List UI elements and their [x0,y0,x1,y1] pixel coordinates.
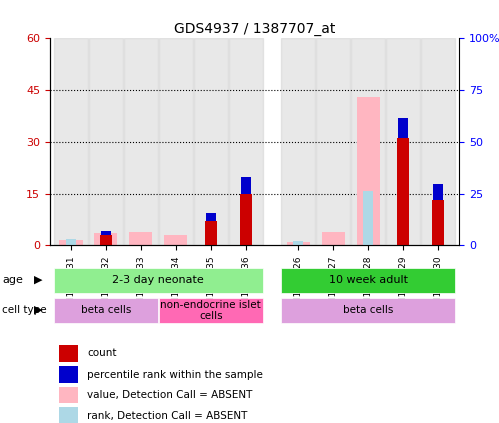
Bar [316,38,350,245]
Bar [205,221,217,245]
Text: ▶: ▶ [34,275,42,285]
Bar [286,242,310,245]
Bar [293,241,303,245]
Bar [159,297,263,324]
Text: age: age [2,275,23,285]
Bar [321,231,345,245]
Text: cell type: cell type [2,305,47,315]
Title: GDS4937 / 1387707_at: GDS4937 / 1387707_at [174,22,335,36]
Bar [54,297,158,324]
Bar [281,268,455,293]
Bar [240,194,252,245]
Bar [59,240,82,245]
Text: beta cells: beta cells [81,305,131,316]
Bar [194,38,228,245]
Bar [206,213,216,221]
Text: percentile rank within the sample: percentile rank within the sample [87,370,263,379]
Text: beta cells: beta cells [343,305,393,316]
Bar [89,38,123,245]
Bar [59,366,78,383]
Bar [164,235,188,245]
Bar [101,231,111,235]
Text: count: count [87,348,117,358]
Text: 2-3 day neonate: 2-3 day neonate [112,275,204,285]
Bar [281,38,315,245]
Bar [433,184,443,201]
Bar [397,138,409,245]
Bar [59,407,78,423]
Bar [159,38,193,245]
Bar [363,192,373,245]
Bar [281,297,455,324]
Bar [129,231,153,245]
Bar [432,201,444,245]
Bar [433,216,443,245]
Bar [356,97,380,245]
Bar [59,387,78,404]
Bar [54,38,88,245]
Bar [421,38,455,245]
Text: ▶: ▶ [34,305,42,315]
Bar [124,38,158,245]
Bar [241,177,250,194]
Bar [229,38,263,245]
Bar [59,345,78,362]
Text: non-endocrine islet
cells: non-endocrine islet cells [160,299,261,321]
Bar [66,239,76,245]
Bar [386,38,420,245]
Text: rank, Detection Call = ABSENT: rank, Detection Call = ABSENT [87,411,248,420]
Bar [100,235,112,245]
Text: value, Detection Call = ABSENT: value, Detection Call = ABSENT [87,390,252,400]
Bar [94,233,117,245]
Text: 10 week adult: 10 week adult [329,275,408,285]
Bar [54,268,263,293]
Bar [398,118,408,138]
Bar [351,38,385,245]
